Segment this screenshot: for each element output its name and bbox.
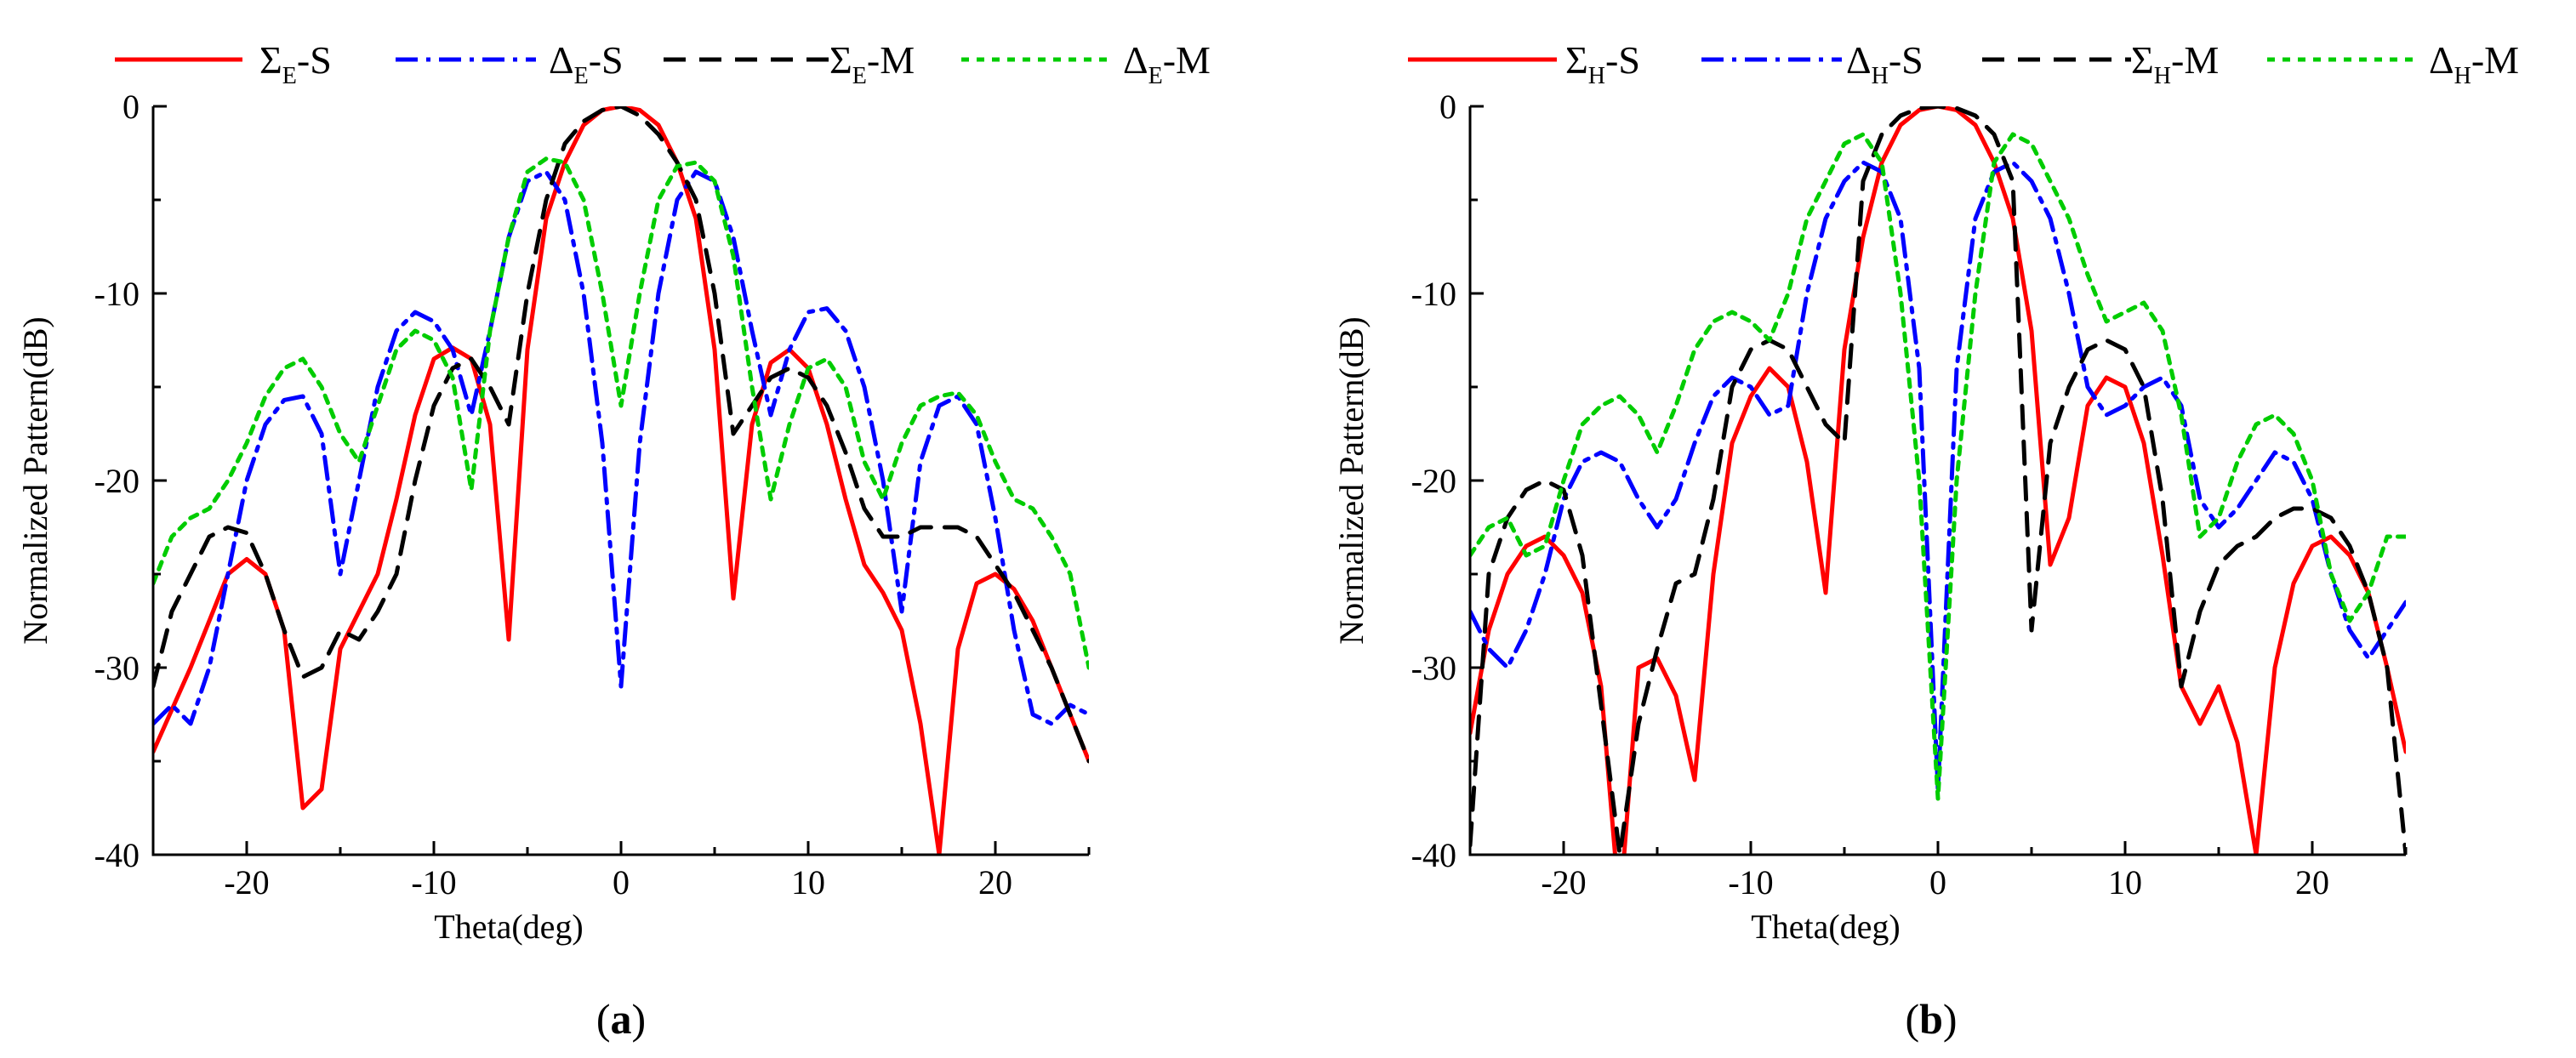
legend-label: ΔH-M	[2429, 38, 2519, 89]
x-tick-label: -10	[1728, 863, 1773, 902]
legend-entry-2: ΔH-S	[1701, 38, 1923, 89]
series-line-3	[153, 106, 1089, 764]
legend-label: ΣH-M	[2131, 38, 2219, 89]
x-tick-label: 10	[791, 863, 825, 902]
series-line-2	[1470, 160, 2406, 792]
y-axis-title: Normalized Pattern(dB)	[1332, 316, 1371, 644]
legend-label: ΣE-S	[259, 38, 332, 89]
legend-entry-4: ΔH-M	[2267, 38, 2519, 89]
x-axis-title: Theta(deg)	[1751, 907, 1900, 946]
legend-entry-1: ΣH-S	[1408, 38, 1640, 89]
y-axis-title: Normalized Pattern(dB)	[16, 316, 54, 644]
x-tick-label: -20	[224, 863, 269, 902]
y-tick-label: -10	[1411, 275, 1456, 313]
x-tick-label: 0	[613, 863, 630, 902]
series-group	[1470, 106, 2406, 855]
x-tick-label: -20	[1541, 863, 1586, 902]
series-line-4	[1470, 132, 2406, 801]
x-tick-label: -10	[411, 863, 456, 902]
legend-label: ΣE-M	[829, 38, 915, 89]
chart-panel-a: -20 -10 0 10 20 0 -10 -20 -30 -40 Theta(deg) Normal…	[16, 38, 1211, 1043]
legend-entry-2: ΔE-S	[396, 38, 624, 89]
y-tick-label: 0	[123, 88, 140, 126]
legend-entry-3: ΣH-M	[1982, 38, 2219, 89]
x-tick-label: 20	[2295, 863, 2329, 902]
legend-entry-4: ΔE-M	[961, 38, 1211, 89]
x-tick-label: 20	[978, 863, 1012, 902]
y-tick-label: -20	[94, 462, 140, 500]
x-tick-label: 10	[2108, 863, 2142, 902]
panel-caption: (b)	[1905, 995, 1957, 1043]
y-tick-label: -20	[1411, 462, 1456, 500]
y-tick-label: -40	[1411, 836, 1456, 874]
series-line-1	[1470, 106, 2406, 855]
legend-label: ΔH-S	[1846, 38, 1923, 89]
y-tick-label: -40	[94, 836, 140, 874]
series-group	[153, 106, 1089, 855]
y-tick-label: -10	[94, 275, 140, 313]
series-line-3	[1470, 106, 2406, 855]
y-tick-label: -30	[1411, 649, 1456, 687]
legend-label: ΣH-S	[1565, 38, 1640, 89]
series-line-2	[153, 169, 1089, 726]
x-axis-title: Theta(deg)	[434, 907, 583, 946]
legend-label: ΔE-S	[549, 38, 624, 89]
legend-entry-1: ΣE-S	[115, 38, 332, 89]
x-tick-label: 0	[1929, 863, 1946, 902]
panel-caption: (a)	[596, 995, 646, 1043]
legend-label: ΔE-M	[1123, 38, 1211, 89]
y-tick-label: -30	[94, 649, 140, 687]
y-tick-label: 0	[1439, 88, 1456, 126]
series-line-1	[153, 106, 1089, 855]
chart-panel-b: -20 -10 0 10 20 0 -10 -20 -30 -40 Theta(deg) Normal…	[1332, 38, 2519, 1043]
legend-entry-3: ΣE-M	[664, 38, 915, 89]
series-line-4	[153, 156, 1089, 670]
